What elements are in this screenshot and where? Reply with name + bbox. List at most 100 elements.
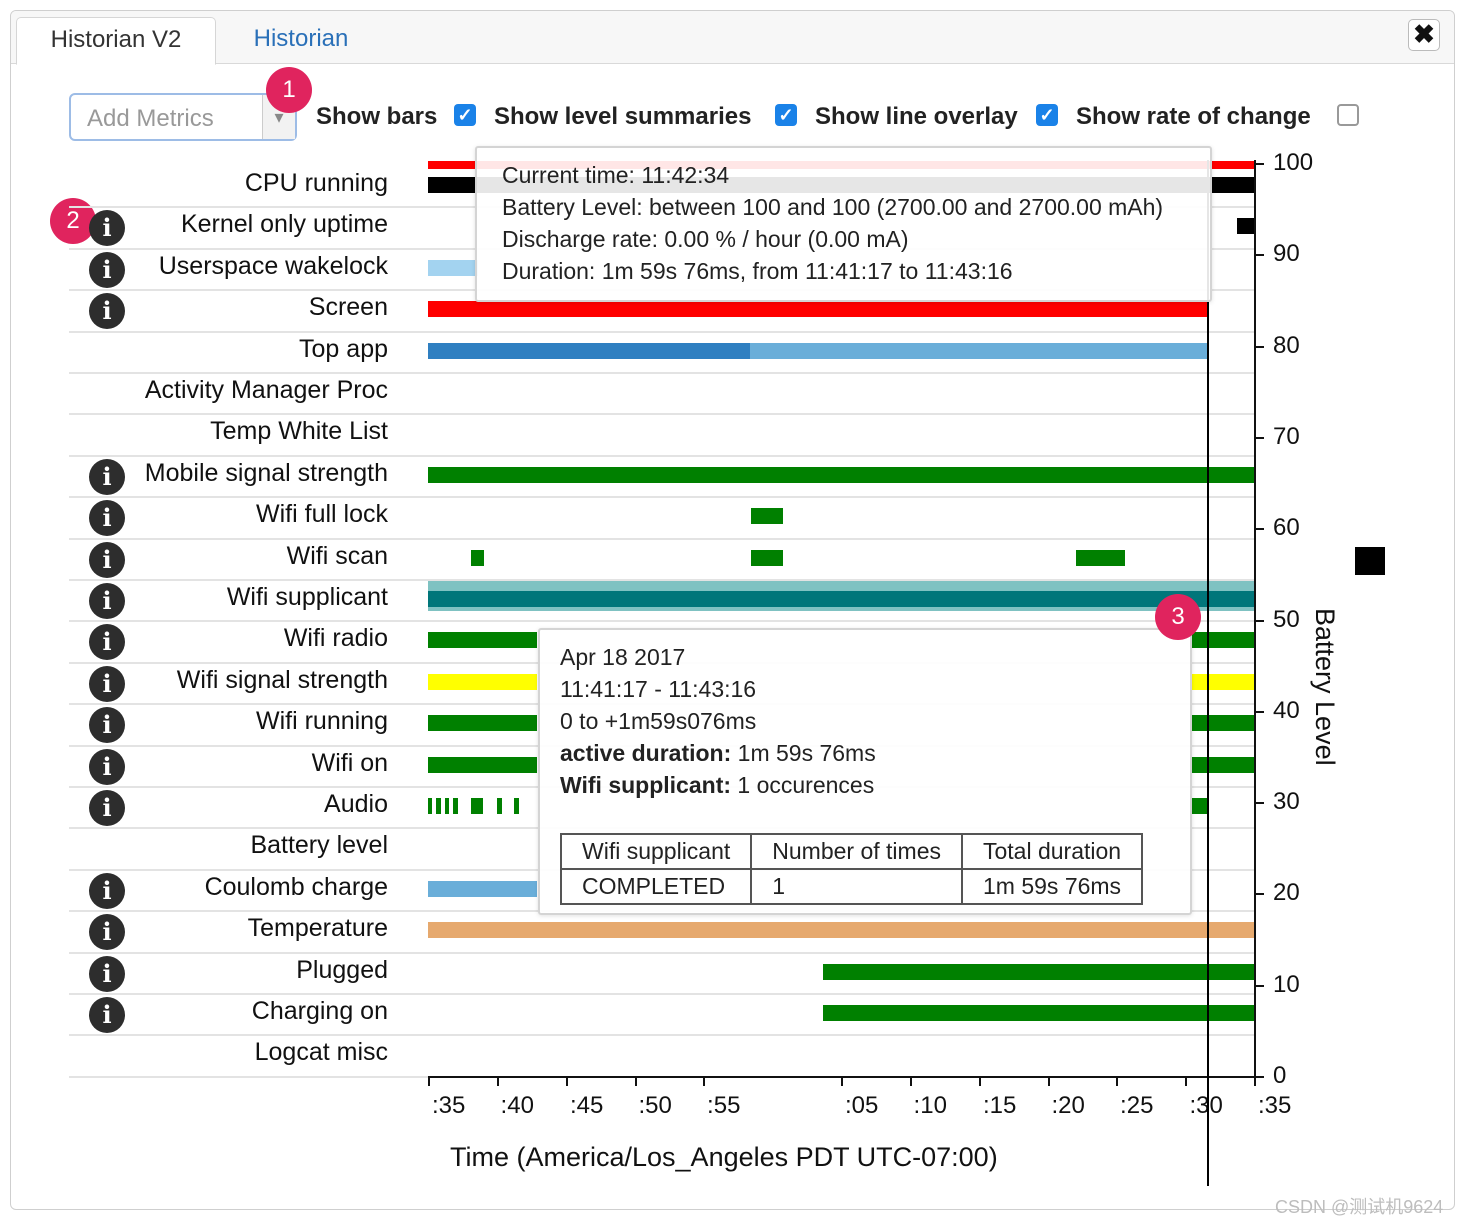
show-rate-of-change-label: Show rate of change <box>1076 103 1311 130</box>
battery-tick-label: 20 <box>1273 879 1300 907</box>
event-bar[interactable] <box>428 259 478 276</box>
tab-bar: Historian V2 Historian ✖ <box>11 11 1454 65</box>
row-separator <box>69 579 1255 581</box>
row-label: Coulomb charge <box>204 872 388 901</box>
battery-tick-label: 90 <box>1273 240 1300 268</box>
event-bar[interactable] <box>822 1005 1254 1021</box>
row-separator <box>69 496 1255 499</box>
info-icon[interactable]: i <box>89 541 125 578</box>
row-separator <box>69 454 1255 457</box>
time-tick-label: :40 <box>500 1092 534 1119</box>
event-bar[interactable] <box>513 798 519 814</box>
info-icon[interactable]: i <box>89 583 125 619</box>
row-label: Mobile signal strength <box>144 458 388 487</box>
table-header-cell: Number of times <box>750 833 963 870</box>
info-icon[interactable]: i <box>89 997 125 1033</box>
event-bar[interactable] <box>1191 632 1254 649</box>
time-tick-label: :35 <box>432 1092 466 1119</box>
event-bar[interactable] <box>428 591 1254 607</box>
add-metrics-placeholder: Add Metrics <box>87 105 214 132</box>
event-bar[interactable] <box>428 301 1208 318</box>
event-bar[interactable] <box>470 798 483 814</box>
event-bar[interactable] <box>1075 549 1126 566</box>
info-icon[interactable]: i <box>89 624 125 661</box>
tooltip-current-time: Current time: 11:42:34 <box>502 162 730 188</box>
info-icon[interactable]: i <box>89 293 125 330</box>
event-bar[interactable] <box>822 963 1254 980</box>
row-label: Wifi on <box>311 748 388 777</box>
battery-tick-label: 80 <box>1273 331 1300 359</box>
info-icon[interactable]: i <box>89 251 125 288</box>
info-icon[interactable]: i <box>89 665 125 702</box>
event-bar[interactable] <box>444 798 449 814</box>
show-bars-checkbox[interactable]: ✓ <box>454 104 476 126</box>
event-bar[interactable] <box>470 549 485 566</box>
row-label: Wifi supplicant <box>226 583 388 611</box>
event-bar[interactable] <box>751 508 783 525</box>
battery-tick <box>1254 802 1264 805</box>
event-bar[interactable] <box>428 798 433 814</box>
info-icon[interactable]: i <box>89 955 125 992</box>
battery-tick <box>1254 984 1264 987</box>
event-bar[interactable] <box>428 715 538 732</box>
tooltip-date: Apr 18 2017 <box>560 644 686 670</box>
show-line-overlay-label: Show line overlay <box>815 103 1018 130</box>
info-icon[interactable]: i <box>89 748 125 785</box>
info-icon[interactable]: i <box>89 872 125 909</box>
info-icon[interactable]: i <box>89 790 125 826</box>
tab-historian[interactable]: Historian <box>253 25 349 52</box>
row-label: Temperature <box>247 914 388 943</box>
add-metrics-select[interactable]: Add Metrics ▾ <box>69 93 297 141</box>
time-tick-label: :10 <box>913 1092 947 1119</box>
event-bar[interactable] <box>436 798 441 814</box>
row-label: CPU running <box>244 169 388 197</box>
event-bar[interactable] <box>428 673 538 690</box>
info-icon[interactable]: i <box>89 210 125 247</box>
info-icon[interactable]: i <box>89 500 125 537</box>
event-bar[interactable] <box>1191 673 1254 690</box>
show-rate-of-change-checkbox[interactable] <box>1337 104 1359 126</box>
battery-tick <box>1254 345 1264 348</box>
event-bar[interactable] <box>497 798 503 814</box>
watermark: CSDN @测试机9624 <box>1275 1197 1444 1217</box>
battery-tick-label: 70 <box>1273 422 1300 450</box>
event-bar[interactable] <box>428 466 1254 483</box>
event-bar[interactable] <box>453 798 458 814</box>
event-bar[interactable] <box>1191 798 1208 814</box>
show-line-overlay-checkbox[interactable]: ✓ <box>1036 104 1058 126</box>
event-bar[interactable] <box>1237 218 1254 235</box>
battery-tick <box>1254 893 1264 896</box>
battery-tick <box>1254 1076 1264 1078</box>
close-button[interactable]: ✖ <box>1408 19 1440 51</box>
annotation-badge-1: 1 <box>266 67 312 113</box>
time-tick-label: :30 <box>1189 1092 1222 1120</box>
info-icon[interactable]: i <box>89 914 125 951</box>
battery-tick <box>1254 436 1264 439</box>
battery-axis-line <box>1254 160 1256 1078</box>
row-label: Temp White List <box>210 417 388 446</box>
row-separator <box>69 413 1255 416</box>
row-label: Wifi full lock <box>256 500 388 529</box>
battery-legend-swatch <box>1355 547 1385 575</box>
battery-tick <box>1254 710 1264 713</box>
event-bar[interactable] <box>428 632 538 649</box>
event-bar[interactable] <box>751 549 783 566</box>
info-icon[interactable]: i <box>89 707 125 744</box>
row-label: Kernel only uptime <box>180 210 388 239</box>
event-bar[interactable] <box>1191 715 1254 732</box>
row-label: Top app <box>299 334 388 363</box>
tab-historian-v2[interactable]: Historian V2 <box>16 17 216 65</box>
event-bar[interactable] <box>750 342 1208 359</box>
event-bar[interactable] <box>428 880 538 897</box>
event-bar[interactable] <box>428 342 751 359</box>
info-icon[interactable]: i <box>89 458 125 495</box>
row-label: Activity Manager Proc <box>144 376 388 404</box>
event-bar[interactable] <box>1191 756 1254 773</box>
row-label: Plugged <box>296 955 388 984</box>
event-bar[interactable] <box>428 922 1254 939</box>
time-tick <box>1047 1076 1050 1086</box>
annotation-badge-2: 2 <box>50 198 96 244</box>
active-duration-value: 1m 59s 76ms <box>737 740 876 766</box>
show-level-summaries-checkbox[interactable]: ✓ <box>775 104 797 126</box>
event-bar[interactable] <box>428 756 538 773</box>
